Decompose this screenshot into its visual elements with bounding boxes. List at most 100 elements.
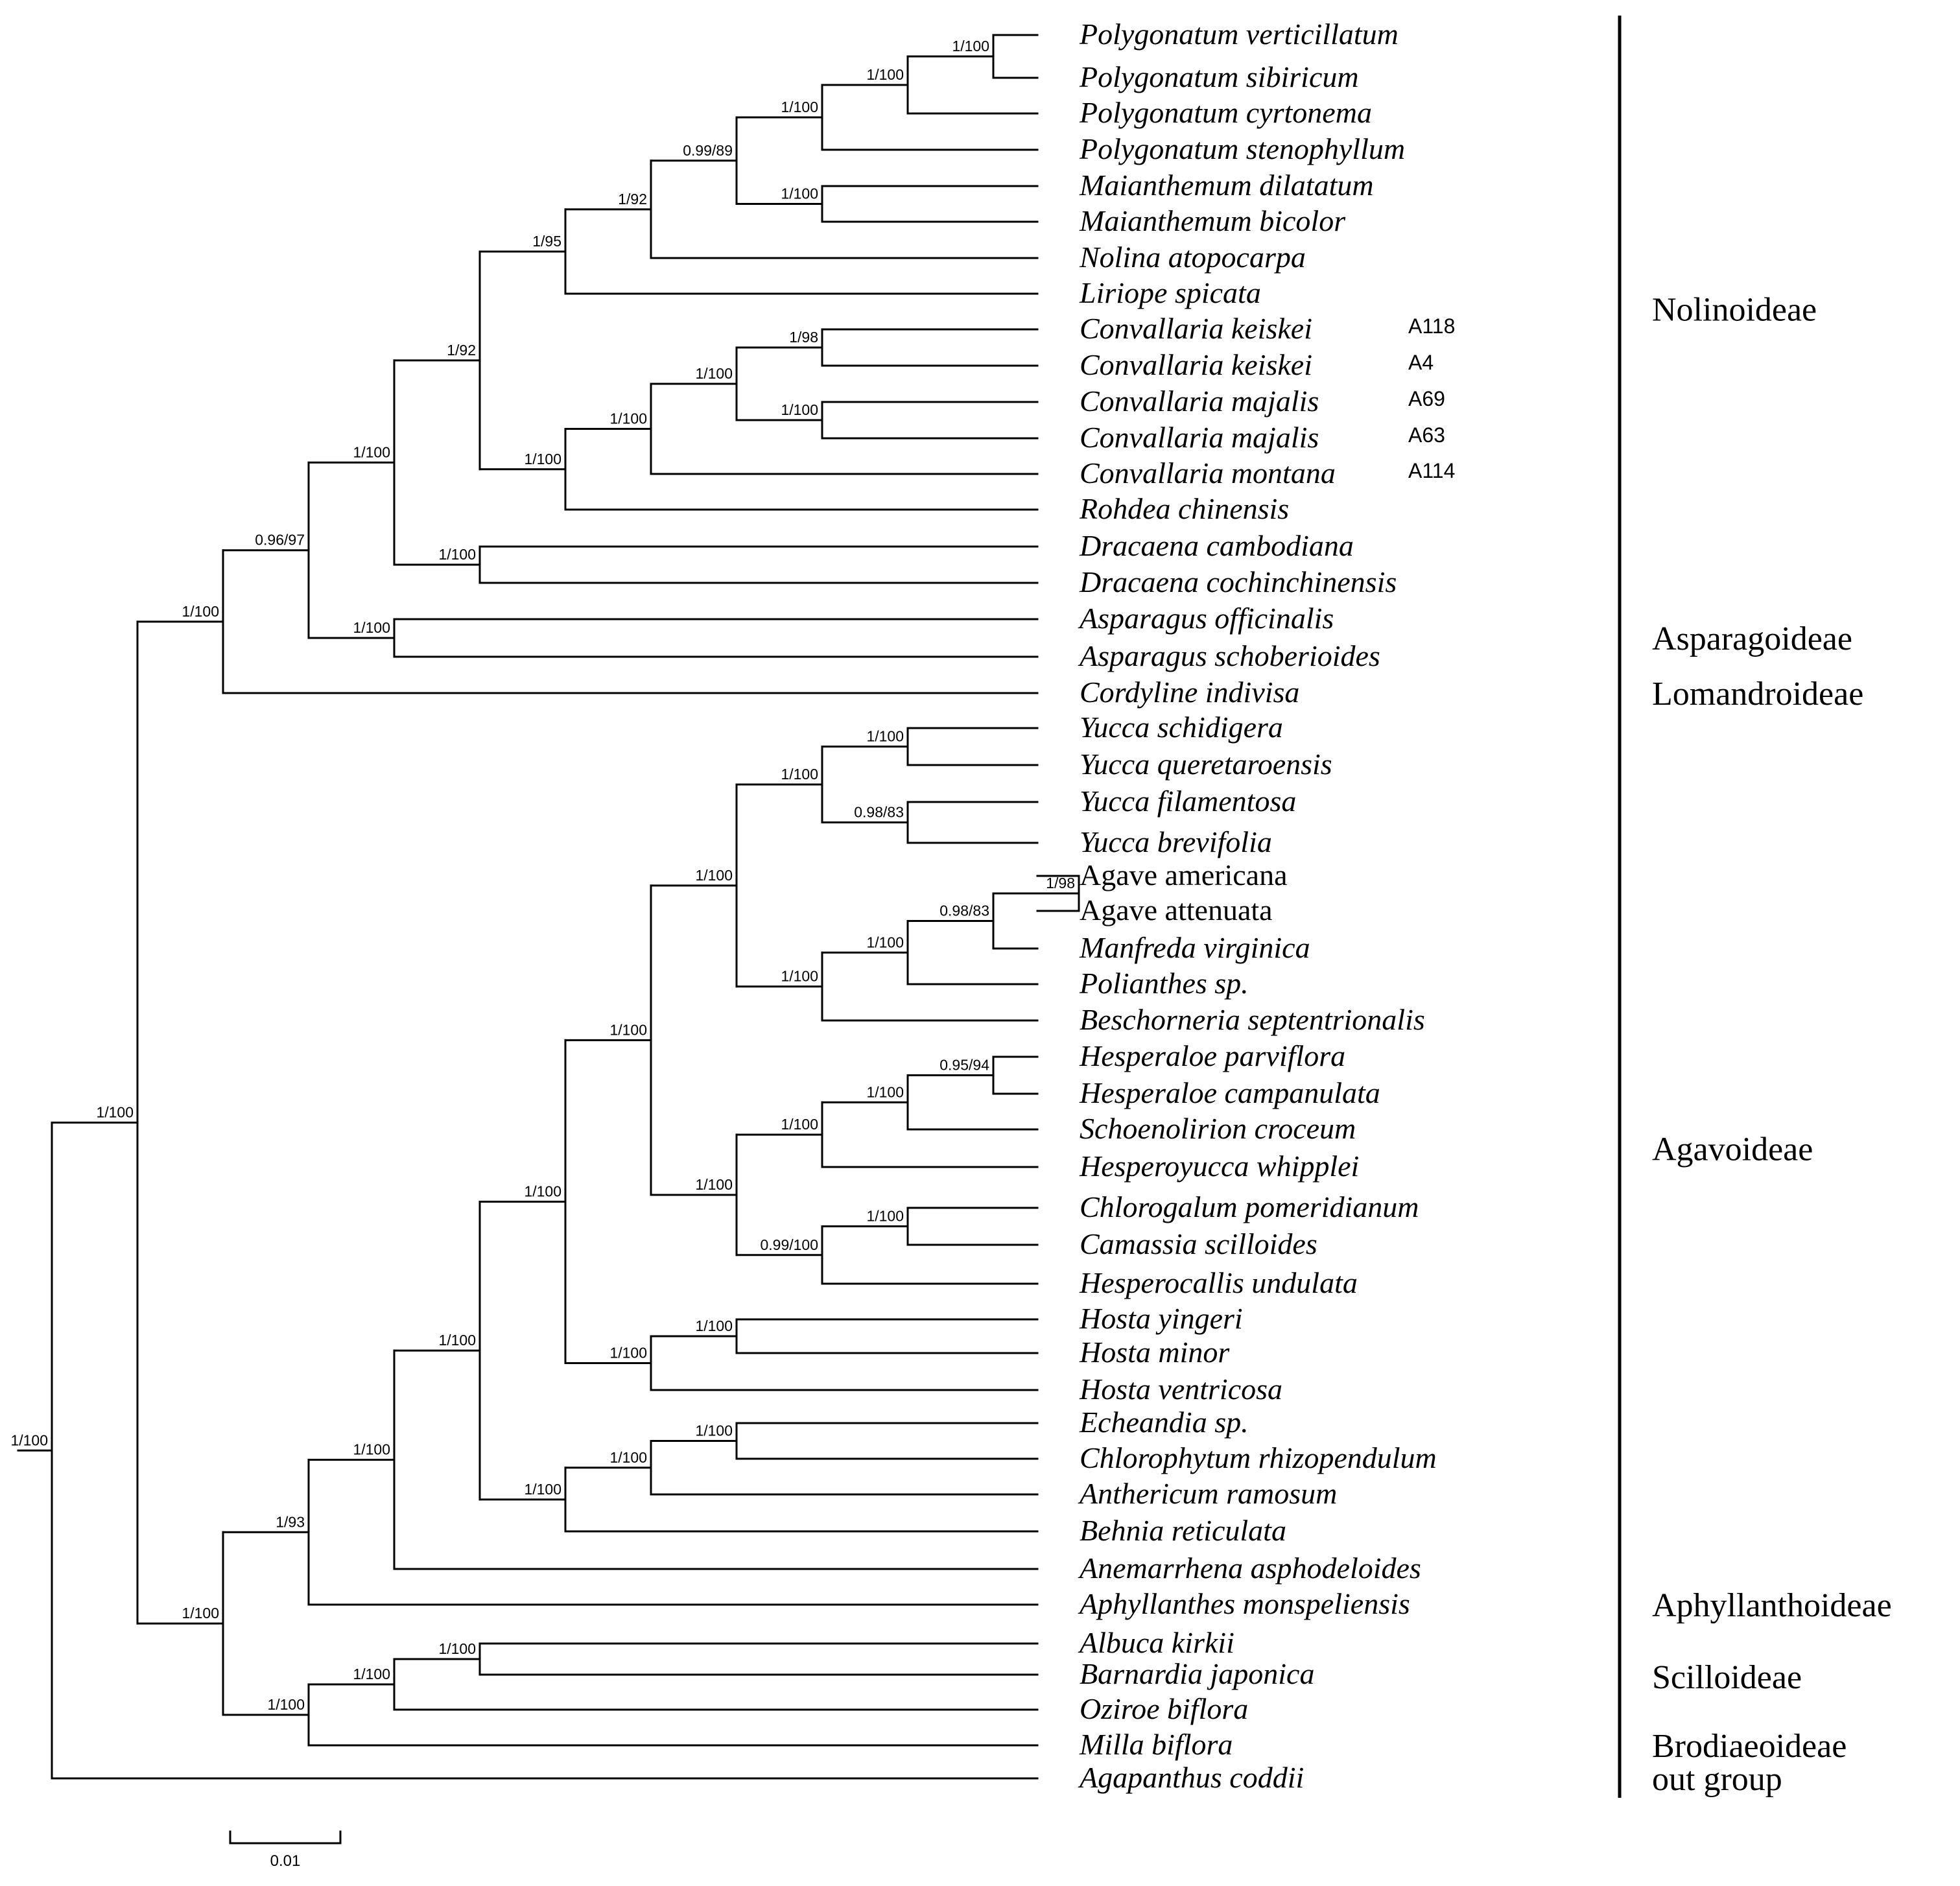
taxon-label: Polygonatum cyrtonema [1079, 96, 1372, 129]
group-label: Brodiaeoideae [1652, 1728, 1847, 1765]
group-label: Nolinoideae [1652, 292, 1817, 329]
support-value: 1/100 [781, 401, 818, 418]
taxon-label: Hesperaloe campanulata [1079, 1076, 1380, 1109]
taxon-label: Barnardia japonica [1080, 1657, 1314, 1690]
support-value: 1/100 [781, 185, 818, 202]
taxon-label: Hosta minor [1079, 1336, 1230, 1369]
support-value: 1/92 [447, 342, 476, 359]
support-value: 1/100 [438, 1640, 476, 1657]
support-value: 1/100 [353, 1666, 390, 1682]
group-label: out group [1652, 1761, 1782, 1798]
support-value: 0.96/97 [255, 532, 305, 548]
group-label: Asparagoideae [1652, 620, 1852, 657]
support-value: 0.95/94 [939, 1057, 989, 1074]
support-value: 1/93 [276, 1513, 305, 1530]
support-value: 1/100 [182, 603, 219, 620]
taxon-label: Convallaria majalis [1080, 384, 1319, 418]
group-label: Scilloideae [1652, 1659, 1802, 1696]
support-value: 0.99/100 [760, 1236, 818, 1253]
support-value: 1/100 [952, 38, 989, 54]
specimen-code: A114 [1408, 459, 1455, 482]
support-value: 1/100 [695, 867, 733, 884]
support-value: 0.99/89 [683, 142, 733, 159]
support-value: 0.98/83 [854, 804, 904, 821]
support-value: 1/100 [695, 1422, 733, 1439]
taxon-label: Liriope spicata [1079, 276, 1261, 309]
support-value: 1/100 [353, 619, 390, 636]
taxon-label: Echeandia sp. [1079, 1406, 1249, 1439]
taxon-label: Chlorophytum rhizopendulum [1080, 1441, 1437, 1474]
support-value: 0.98/83 [939, 902, 989, 919]
group-label: Agavoideae [1652, 1131, 1813, 1168]
taxon-label: Cordyline indivisa [1080, 676, 1299, 709]
taxon-label: Hesperaloe parviflora [1079, 1039, 1345, 1072]
support-value: 1/100 [866, 1208, 904, 1225]
taxon-label: Agave attenuata [1080, 893, 1273, 926]
support-value: 1/100 [695, 1176, 733, 1193]
support-value: 1/100 [866, 934, 904, 950]
subfamily-groups: Nolinoideae Asparagoideae Lomandroideae Aga… [1618, 16, 1892, 1798]
group-label: Aphyllanthoideae [1652, 1587, 1892, 1624]
taxon-label: Polygonatum sibiricum [1079, 60, 1359, 93]
taxon-label: Convallaria majalis [1080, 421, 1319, 454]
taxon-label: Hosta ventricosa [1079, 1373, 1282, 1406]
taxon-label: Convallaria montana [1080, 456, 1336, 489]
taxon-label: Oziroe biflora [1080, 1692, 1248, 1725]
support-value: 1/98 [789, 329, 818, 346]
taxon-label: Albuca kirkii [1078, 1626, 1234, 1659]
support-value: 1/100 [438, 546, 476, 563]
taxon-label: Agave americana [1080, 858, 1288, 891]
taxon-label: Asparagus officinalis [1078, 602, 1334, 635]
taxon-label: Behnia reticulata [1080, 1514, 1286, 1547]
taxon-label: Chlorogalum pomeridianum [1080, 1190, 1419, 1223]
group-label: Lomandroideae [1652, 676, 1863, 713]
taxon-label: Polianthes sp. [1079, 967, 1249, 1000]
specimen-code: A63 [1408, 423, 1445, 447]
taxon-label: Dracaena cochinchinensis [1079, 565, 1397, 598]
support-value: 1/100 [609, 1449, 647, 1466]
support-value: 1/92 [618, 191, 647, 207]
taxon-label: Polygonatum stenophyllum [1079, 132, 1405, 165]
support-value: 1/98 [1046, 875, 1075, 891]
taxon-label: Anemarrhena asphodeloides [1078, 1551, 1421, 1585]
support-values: 1/100 1/100 1/100 1/100 0.99/89 1/92 1/95 1/98 1… [10, 38, 1075, 1713]
scale-bar: 0.01 [229, 1830, 342, 1870]
taxon-label: Manfreda virginica [1079, 931, 1310, 964]
taxon-label: Yucca schidigera [1080, 711, 1283, 744]
support-value: 1/100 [866, 1083, 904, 1100]
support-value: 1/100 [866, 66, 904, 83]
taxon-label: Yucca brevifolia [1080, 825, 1272, 858]
support-value: 1/100 [96, 1104, 134, 1121]
support-value: 1/100 [267, 1696, 305, 1713]
taxon-label: Milla biflora [1079, 1728, 1233, 1761]
support-value: 1/100 [524, 1481, 561, 1498]
taxon-label: Asparagus schoberioides [1078, 639, 1380, 672]
taxon-label: Camassia scilloides [1080, 1227, 1317, 1260]
support-value: 1/100 [866, 728, 904, 745]
specimen-code: A4 [1408, 351, 1434, 374]
support-value: 1/100 [609, 410, 647, 427]
support-value: 1/100 [781, 99, 818, 115]
taxon-label: Convallaria keiskei [1080, 312, 1312, 345]
taxon-label: Polygonatum verticillatum [1079, 18, 1399, 51]
taxon-labels: Polygonatum verticillatum Polygonatum sib… [1078, 18, 1455, 1794]
support-value: 1/100 [10, 1432, 48, 1448]
support-value: 1/100 [609, 1021, 647, 1038]
taxon-label: Yucca queretaroensis [1080, 748, 1332, 781]
support-value: 1/100 [781, 766, 818, 783]
taxon-label: Maianthemum dilatatum [1079, 169, 1374, 202]
support-value: 1/100 [353, 1441, 390, 1458]
tree-branches [17, 34, 1080, 1780]
taxon-label: Schoenolirion croceum [1080, 1112, 1356, 1145]
support-value: 1/100 [182, 1605, 219, 1621]
support-value: 1/95 [532, 233, 561, 250]
taxon-label: Dracaena cambodiana [1079, 529, 1354, 562]
taxon-label: Hosta yingeri [1079, 1302, 1243, 1335]
specimen-code: A118 [1408, 314, 1455, 338]
support-value: 1/100 [438, 1332, 476, 1349]
taxon-label: Hesperoyucca whipplei [1079, 1149, 1359, 1183]
support-value: 1/100 [353, 443, 390, 460]
support-value: 1/100 [781, 1116, 818, 1133]
taxon-label: Agapanthus coddii [1078, 1761, 1304, 1794]
